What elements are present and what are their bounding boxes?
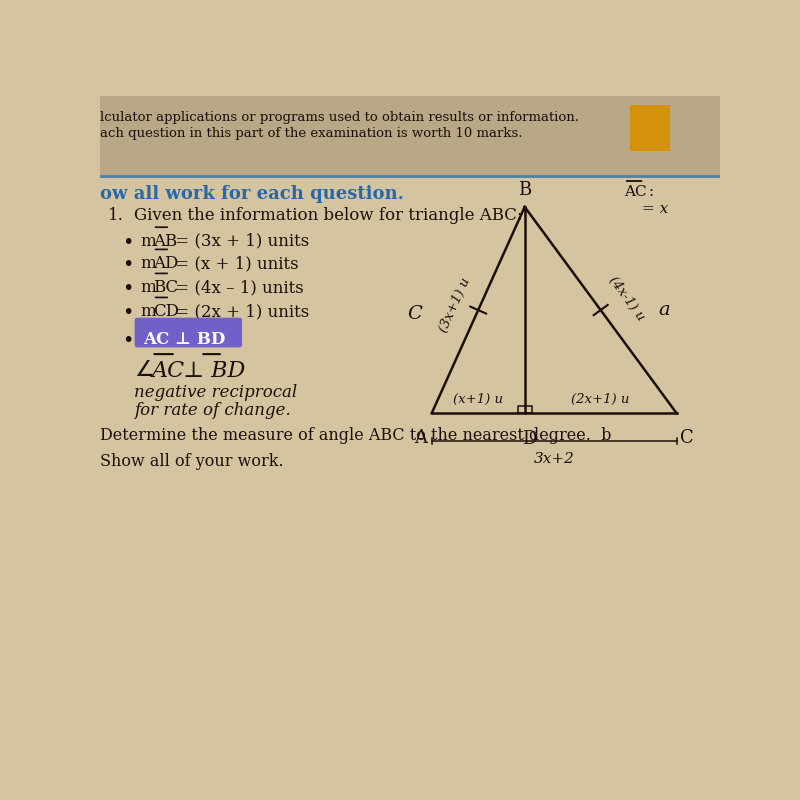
Text: m: m: [140, 279, 156, 296]
Text: m: m: [140, 233, 156, 250]
Text: AB: AB: [153, 233, 177, 250]
Text: Given the information below for triangle ABC:: Given the information below for triangle…: [134, 207, 522, 224]
Text: lculator applications or programs used to obtain results or information.: lculator applications or programs used t…: [100, 111, 579, 124]
Text: CD: CD: [153, 303, 178, 320]
Text: •: •: [122, 233, 133, 252]
Text: •: •: [122, 331, 133, 350]
Text: B: B: [518, 181, 531, 199]
Text: Show all of your work.: Show all of your work.: [100, 454, 284, 470]
FancyBboxPatch shape: [135, 318, 242, 346]
Text: (x+1) u: (x+1) u: [454, 393, 503, 406]
Text: m: m: [140, 255, 156, 272]
Text: = (2x + 1) units: = (2x + 1) units: [170, 303, 310, 320]
Text: (3x+1) u: (3x+1) u: [437, 276, 473, 334]
Text: Determine the measure of angle ABC to the nearest degree.  b: Determine the measure of angle ABC to th…: [100, 427, 611, 445]
Text: a: a: [658, 301, 670, 318]
Text: (2x+1) u: (2x+1) u: [571, 393, 630, 406]
Bar: [630, 106, 670, 151]
Text: 1.: 1.: [107, 207, 123, 224]
Text: = x: = x: [642, 202, 669, 216]
Text: ⊥ BD: ⊥ BD: [176, 360, 245, 382]
Text: AD: AD: [153, 255, 178, 272]
Text: = (4x – 1) units: = (4x – 1) units: [170, 279, 304, 296]
Text: AC: AC: [624, 186, 646, 199]
Bar: [100, 96, 720, 176]
Text: •: •: [122, 303, 133, 322]
Text: C: C: [407, 306, 422, 323]
Text: A: A: [414, 429, 427, 446]
Text: •: •: [122, 279, 133, 298]
Text: ach question in this part of the examination is worth 10 marks.: ach question in this part of the examina…: [100, 127, 522, 140]
Text: D: D: [522, 430, 537, 449]
Text: = (3x + 1) units: = (3x + 1) units: [170, 233, 310, 250]
Text: m: m: [140, 303, 156, 320]
Text: :: :: [644, 186, 654, 199]
Text: for rate of change.: for rate of change.: [134, 402, 291, 419]
Text: ow all work for each question.: ow all work for each question.: [100, 186, 404, 203]
Text: = (x + 1) units: = (x + 1) units: [170, 255, 298, 272]
Text: BC: BC: [153, 279, 178, 296]
Text: •: •: [122, 255, 133, 274]
Text: 3x+2: 3x+2: [534, 452, 574, 466]
Text: (4x-1) u: (4x-1) u: [606, 274, 647, 323]
Text: C: C: [680, 429, 694, 446]
Text: AC: AC: [151, 360, 185, 382]
Text: AC ⊥ BD: AC ⊥ BD: [143, 331, 226, 348]
Text: ∠: ∠: [134, 360, 154, 380]
Text: negative reciprocal: negative reciprocal: [134, 384, 298, 401]
